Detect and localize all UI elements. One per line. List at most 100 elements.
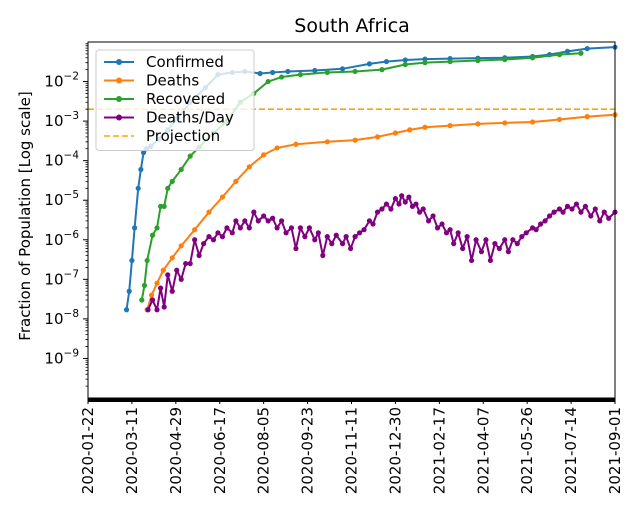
data-point-deaths-day bbox=[219, 234, 226, 240]
data-point-deaths bbox=[169, 255, 175, 261]
data-point-deaths-day bbox=[297, 225, 304, 231]
data-point-confirmed bbox=[339, 66, 346, 72]
data-point-deaths-day bbox=[519, 234, 525, 240]
y-tick-label: 10−4 bbox=[44, 150, 79, 170]
data-point-deaths bbox=[149, 292, 155, 298]
x-tick-label: 2020-12-30 bbox=[386, 407, 404, 494]
data-point-deaths-day bbox=[496, 245, 502, 252]
data-point-deaths-day bbox=[278, 218, 285, 224]
data-point-confirmed bbox=[422, 56, 428, 62]
legend-label-projection: Projection bbox=[146, 127, 220, 145]
data-point-deaths bbox=[422, 124, 428, 130]
data-point-deaths-day bbox=[265, 218, 271, 224]
data-point-deaths-day bbox=[242, 218, 248, 224]
x-tick-label: 2021-05-26 bbox=[518, 407, 536, 494]
data-point-deaths-day bbox=[379, 206, 385, 212]
data-point-recovered bbox=[556, 52, 563, 58]
data-point-deaths-day bbox=[192, 237, 198, 243]
data-point-confirmed bbox=[129, 257, 135, 264]
data-point-deaths-day bbox=[246, 225, 252, 231]
data-point-recovered bbox=[169, 178, 175, 184]
data-point-deaths-day bbox=[451, 241, 457, 247]
data-point-deaths-day bbox=[546, 213, 553, 219]
legend-frame bbox=[95, 49, 255, 151]
data-point-recovered bbox=[529, 55, 536, 61]
legend-marker-confirmed bbox=[116, 59, 122, 65]
y-axis-label: Fraction of Population [Log scale] bbox=[16, 91, 34, 340]
data-point-deaths-day bbox=[464, 234, 470, 240]
data-point-deaths bbox=[392, 130, 399, 136]
data-point-deaths-day bbox=[502, 237, 508, 243]
data-point-deaths-day bbox=[352, 234, 358, 240]
data-point-deaths-day bbox=[601, 209, 607, 215]
data-point-deaths-day bbox=[523, 230, 529, 236]
data-point-confirmed bbox=[383, 58, 390, 65]
data-point-deaths-day bbox=[157, 285, 164, 291]
data-point-confirmed bbox=[135, 185, 141, 191]
data-point-deaths bbox=[219, 194, 226, 200]
data-point-deaths-day bbox=[383, 201, 390, 207]
data-point-confirmed bbox=[140, 149, 147, 156]
data-point-deaths-day bbox=[370, 221, 376, 227]
data-point-deaths-day bbox=[196, 252, 202, 259]
data-point-deaths-day bbox=[178, 276, 184, 282]
legend-label-deaths: Deaths bbox=[146, 72, 199, 90]
data-point-confirmed bbox=[270, 69, 276, 76]
chart-title: South Africa bbox=[294, 15, 409, 37]
data-point-deaths-day bbox=[315, 230, 321, 236]
data-point-recovered bbox=[154, 225, 160, 231]
x-tick-label: 2021-02-17 bbox=[430, 407, 448, 494]
data-point-deaths-day bbox=[169, 288, 175, 294]
data-point-deaths bbox=[324, 139, 330, 145]
x-tick-label: 2021-04-07 bbox=[474, 407, 492, 494]
data-point-deaths-day bbox=[283, 230, 289, 236]
y-tick-label: 10−2 bbox=[44, 71, 79, 91]
data-point-deaths bbox=[192, 227, 198, 233]
data-point-deaths-day bbox=[606, 215, 612, 221]
data-point-deaths-day bbox=[215, 230, 221, 236]
data-point-confirmed bbox=[584, 46, 590, 52]
data-point-deaths-day bbox=[288, 225, 295, 231]
data-point-deaths bbox=[502, 120, 508, 126]
y-tick-label: 10−9 bbox=[44, 347, 79, 367]
legend-label-confirmed: Confirmed bbox=[146, 53, 224, 71]
data-point-deaths-day bbox=[417, 209, 423, 215]
data-point-deaths-day bbox=[374, 209, 381, 215]
data-point-confirmed bbox=[366, 61, 373, 67]
data-point-deaths bbox=[374, 134, 381, 140]
data-point-deaths-day bbox=[201, 241, 207, 247]
data-point-deaths-day bbox=[492, 241, 498, 247]
data-point-deaths bbox=[274, 145, 280, 151]
data-point-deaths-day bbox=[533, 227, 539, 233]
data-point-deaths bbox=[352, 137, 358, 143]
data-point-deaths-day bbox=[420, 206, 426, 212]
data-point-recovered bbox=[578, 50, 584, 56]
data-point-deaths-day bbox=[406, 194, 412, 200]
data-point-deaths bbox=[529, 119, 536, 125]
data-point-deaths-day bbox=[251, 209, 257, 215]
data-point-deaths-day bbox=[270, 215, 276, 221]
data-point-deaths-day bbox=[425, 218, 432, 224]
data-point-deaths-day bbox=[569, 206, 575, 212]
x-tick-label: 2020-06-17 bbox=[211, 407, 229, 494]
legend-marker-deaths bbox=[116, 77, 122, 84]
data-point-deaths bbox=[584, 114, 590, 120]
data-point-deaths-day bbox=[329, 241, 335, 247]
y-tick-label: 10−6 bbox=[44, 229, 79, 249]
data-point-deaths-day bbox=[229, 230, 235, 236]
data-point-deaths-day bbox=[339, 241, 346, 247]
data-point-deaths-day bbox=[573, 201, 580, 207]
data-point-deaths bbox=[407, 127, 413, 133]
data-point-recovered bbox=[278, 74, 285, 80]
data-point-deaths-day bbox=[487, 257, 494, 264]
data-point-deaths-day bbox=[478, 249, 485, 255]
data-point-deaths-day bbox=[430, 213, 436, 219]
y-tick-label: 10−5 bbox=[44, 189, 79, 209]
data-point-deaths-day bbox=[165, 272, 171, 278]
x-tick-label: 2020-08-05 bbox=[255, 407, 273, 494]
data-point-deaths-day bbox=[396, 201, 402, 207]
data-point-deaths-day bbox=[556, 206, 563, 212]
data-point-deaths-day bbox=[514, 241, 520, 247]
data-point-deaths-day bbox=[510, 237, 516, 243]
